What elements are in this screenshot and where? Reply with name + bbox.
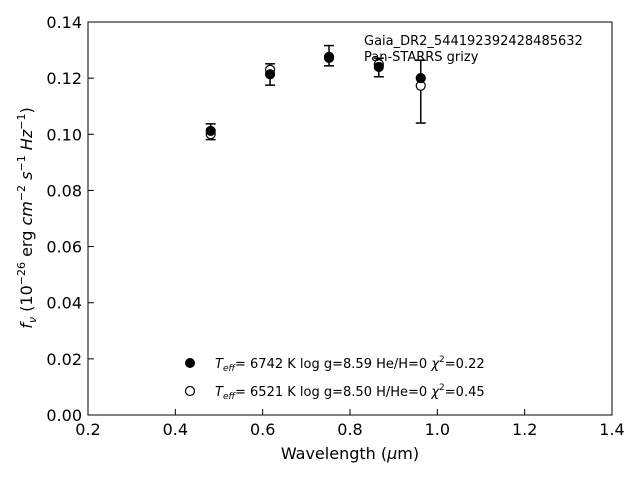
data-points — [205, 51, 426, 140]
y-tick-label: 0.02 — [46, 350, 82, 369]
x-tick-label: 1.0 — [425, 420, 450, 439]
y-axis-label: fν (10−26 erg cm−2 s−1 Hz−1) — [15, 107, 39, 328]
y-axis-ticks: 0.00 0.02 0.04 0.06 0.08 0.10 0.12 0.14 — [46, 13, 94, 425]
y-tick-label: 0.10 — [46, 125, 82, 144]
model-point-filled — [205, 125, 216, 137]
annotation-object-name: Gaia_DR2_544192392428485632 — [364, 34, 583, 49]
legend-marker-open — [184, 385, 196, 397]
y-tick-label: 0.08 — [46, 181, 82, 200]
x-tick-label: 0.6 — [250, 420, 275, 439]
x-tick-label: 0.4 — [163, 420, 188, 439]
x-axis-ticks: 0.2 0.4 0.6 0.8 1.0 1.2 1.4 — [75, 409, 625, 439]
x-tick-label: 0.8 — [337, 420, 362, 439]
legend-marker-filled — [185, 358, 195, 368]
x-tick-label: 1.4 — [599, 420, 624, 439]
legend: Teff= 6742 K log g=8.59 He/H=0 χ2=0.22 T… — [184, 355, 485, 402]
legend-entry-1: Teff= 6742 K log g=8.59 He/H=0 χ2=0.22 — [215, 355, 485, 374]
annotation-survey: Pan-STARRS grizy — [364, 50, 479, 65]
x-tick-label: 1.2 — [512, 420, 537, 439]
x-tick-label: 0.2 — [75, 420, 100, 439]
y-tick-label: 0.00 — [46, 406, 82, 425]
model-point-filled — [415, 73, 426, 84]
x-axis-label: Wavelength (μm) — [281, 444, 419, 463]
plot-area — [87, 21, 613, 416]
y-tick-label: 0.12 — [46, 69, 82, 88]
model-point-filled — [373, 61, 384, 73]
y-tick-label: 0.14 — [46, 13, 82, 32]
legend-entry-2: Teff= 6521 K log g=8.50 H/He=0 χ2=0.45 — [215, 383, 485, 402]
y-tick-label: 0.04 — [46, 294, 82, 313]
model-point-filled — [264, 69, 276, 80]
model-point-filled — [323, 52, 335, 64]
y-tick-label: 0.06 — [46, 238, 82, 257]
